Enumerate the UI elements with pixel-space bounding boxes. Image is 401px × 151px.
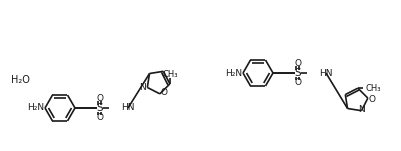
Text: O: O xyxy=(294,59,301,68)
Text: H₂N: H₂N xyxy=(27,103,44,112)
Text: O: O xyxy=(96,113,103,122)
Text: O: O xyxy=(368,95,375,104)
Text: CH₃: CH₃ xyxy=(162,70,177,79)
Text: N: N xyxy=(357,105,364,114)
Text: S: S xyxy=(97,103,103,113)
Text: CH₃: CH₃ xyxy=(365,84,381,93)
Text: N: N xyxy=(139,83,146,92)
Text: H₂N: H₂N xyxy=(224,69,241,77)
Text: O: O xyxy=(160,88,168,97)
Text: HN: HN xyxy=(121,103,134,112)
Text: H₂O: H₂O xyxy=(10,75,29,85)
Text: S: S xyxy=(294,68,301,78)
Text: O: O xyxy=(96,94,103,103)
Text: O: O xyxy=(294,78,301,87)
Text: HN: HN xyxy=(318,69,332,77)
